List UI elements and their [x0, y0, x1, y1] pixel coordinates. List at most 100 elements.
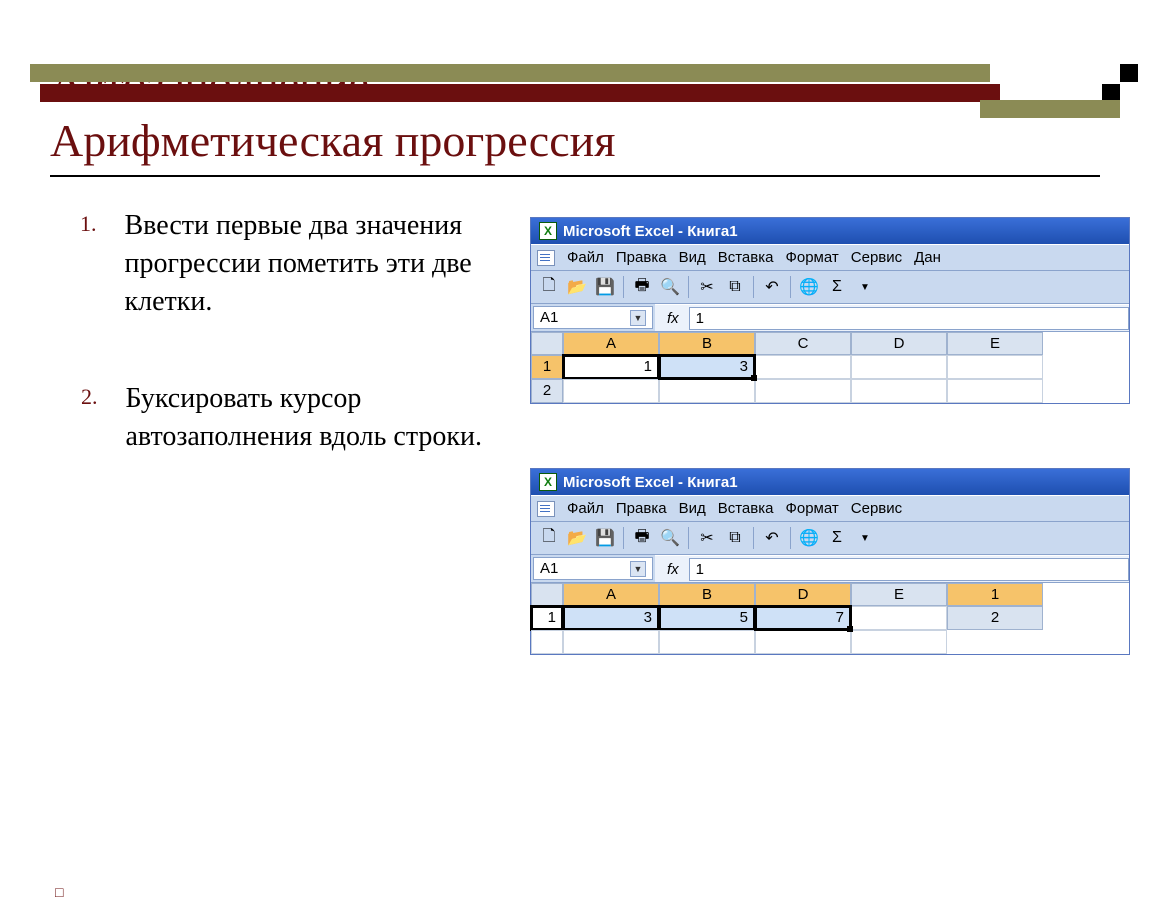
col-header-d[interactable]: D [755, 583, 851, 606]
footer-marker-icon: □ [55, 886, 63, 902]
undo-icon[interactable]: ↶ [760, 526, 784, 550]
dropdown-icon[interactable]: ▼ [853, 275, 877, 299]
menu-edit[interactable]: Правка [616, 249, 667, 266]
menu-view[interactable]: Вид [679, 249, 706, 266]
menu-file[interactable]: Файл [567, 500, 604, 517]
row-header-1[interactable]: 1 [531, 355, 563, 379]
excel-titlebar: X Microsoft Excel - Книга1 [531, 218, 1129, 244]
formula-bar-area: fx 1 [655, 304, 1129, 331]
cell-e2[interactable] [851, 630, 947, 654]
decorative-header-bars [0, 64, 1150, 124]
toolbar-separator [623, 527, 624, 549]
save-icon[interactable]: 💾 [593, 526, 617, 550]
cell-e2[interactable] [947, 379, 1043, 403]
formula-bar[interactable]: 1 [689, 307, 1129, 330]
dropdown-icon[interactable]: ▼ [853, 526, 877, 550]
name-fx-row: A1 ▼ fx 1 [531, 555, 1129, 583]
cut-icon[interactable]: ✂ [695, 526, 719, 550]
sigma-icon[interactable]: Σ [825, 526, 849, 550]
list-item: 1. Ввести первые два значения прогрессии… [80, 207, 500, 320]
col-header-e[interactable]: E [947, 332, 1043, 355]
menu-insert[interactable]: Вставка [718, 500, 774, 517]
excel-grid[interactable]: A B D E 1 1 3 5 7 2 [531, 583, 1129, 654]
preview-icon[interactable]: 🔍 [658, 526, 682, 550]
row-header-1[interactable]: 1 [947, 583, 1043, 606]
excel-menubar[interactable]: Файл Правка Вид Вставка Формат Сервис Да… [531, 244, 1129, 271]
cell-a2[interactable] [531, 630, 563, 654]
formula-bar[interactable]: 1 [689, 558, 1129, 581]
row-header-2[interactable]: 2 [531, 379, 563, 403]
cell-d2[interactable] [851, 379, 947, 403]
print-icon[interactable]: 🖶 [630, 526, 654, 550]
new-icon[interactable]: 🗋 [537, 275, 561, 299]
cell-c1[interactable] [755, 355, 851, 379]
name-box[interactable]: A1 ▼ [533, 306, 653, 329]
toolbar-separator [623, 276, 624, 298]
sigma-icon[interactable]: Σ [825, 275, 849, 299]
cell-c2[interactable] [659, 630, 755, 654]
list-item: 2. Буксировать курсор автозаполнения вдо… [80, 380, 500, 456]
toolbar-separator [753, 276, 754, 298]
excel-grid[interactable]: A B C D E 1 1 3 2 [531, 332, 1129, 403]
list-number: 2. [80, 380, 98, 456]
globe-icon[interactable]: 🌐 [797, 526, 821, 550]
col-header-d[interactable]: D [851, 332, 947, 355]
cell-c1[interactable]: 5 [659, 606, 755, 630]
name-box-dropdown-icon[interactable]: ▼ [630, 310, 646, 326]
col-header-a[interactable]: A [563, 332, 659, 355]
menu-view[interactable]: Вид [679, 500, 706, 517]
save-icon[interactable]: 💾 [593, 275, 617, 299]
col-header-b[interactable]: B [659, 332, 755, 355]
globe-icon[interactable]: 🌐 [797, 275, 821, 299]
select-all-corner[interactable] [531, 583, 563, 606]
name-box-value: A1 [540, 309, 558, 326]
col-header-a[interactable]: A [563, 583, 659, 606]
undo-icon[interactable]: ↶ [760, 275, 784, 299]
cell-e1[interactable] [851, 606, 947, 630]
print-icon[interactable]: 🖶 [630, 275, 654, 299]
menu-format[interactable]: Формат [785, 500, 838, 517]
cell-b1[interactable]: 3 [659, 355, 755, 379]
fx-label[interactable]: fx [667, 310, 679, 327]
cell-b2[interactable] [659, 379, 755, 403]
toolbar-separator [688, 276, 689, 298]
open-icon[interactable]: 📂 [565, 275, 589, 299]
cell-a1[interactable]: 1 [531, 606, 563, 630]
list-number: 1. [80, 207, 97, 320]
name-box[interactable]: A1 ▼ [533, 557, 653, 580]
copy-icon[interactable]: ⧉ [723, 275, 747, 299]
cut-icon[interactable]: ✂ [695, 275, 719, 299]
cell-c2[interactable] [755, 379, 851, 403]
menu-data[interactable]: Дан [914, 249, 941, 266]
cell-e1[interactable] [947, 355, 1043, 379]
menu-file[interactable]: Файл [567, 249, 604, 266]
cell-b1[interactable]: 3 [563, 606, 659, 630]
menu-tools[interactable]: Сервис [851, 500, 902, 517]
copy-icon[interactable]: ⧉ [723, 526, 747, 550]
list-text: Ввести первые два значения прогрессии по… [125, 207, 501, 320]
cell-a2[interactable] [563, 379, 659, 403]
fx-label[interactable]: fx [667, 561, 679, 578]
name-box-dropdown-icon[interactable]: ▼ [630, 561, 646, 577]
menu-edit[interactable]: Правка [616, 500, 667, 517]
menu-tools[interactable]: Сервис [851, 249, 902, 266]
workbook-icon[interactable] [537, 501, 555, 517]
cell-d2[interactable] [755, 630, 851, 654]
row-header-2[interactable]: 2 [947, 606, 1043, 630]
new-icon[interactable]: 🗋 [537, 526, 561, 550]
cell-d1[interactable] [851, 355, 947, 379]
cell-a1[interactable]: 1 [563, 355, 659, 379]
cell-b2[interactable] [563, 630, 659, 654]
menu-insert[interactable]: Вставка [718, 249, 774, 266]
select-all-corner[interactable] [531, 332, 563, 355]
workbook-icon[interactable] [537, 250, 555, 266]
cell-d1[interactable]: 7 [755, 606, 851, 630]
open-icon[interactable]: 📂 [565, 526, 589, 550]
steps-list: 1. Ввести первые два значения прогрессии… [80, 207, 500, 655]
col-header-e[interactable]: E [851, 583, 947, 606]
col-header-c[interactable]: C [755, 332, 851, 355]
menu-format[interactable]: Формат [785, 249, 838, 266]
preview-icon[interactable]: 🔍 [658, 275, 682, 299]
excel-toolbar: 🗋 📂 💾 🖶 🔍 ✂ ⧉ ↶ 🌐 Σ ▼ [531, 522, 1129, 555]
excel-menubar[interactable]: Файл Правка Вид Вставка Формат Сервис [531, 495, 1129, 522]
